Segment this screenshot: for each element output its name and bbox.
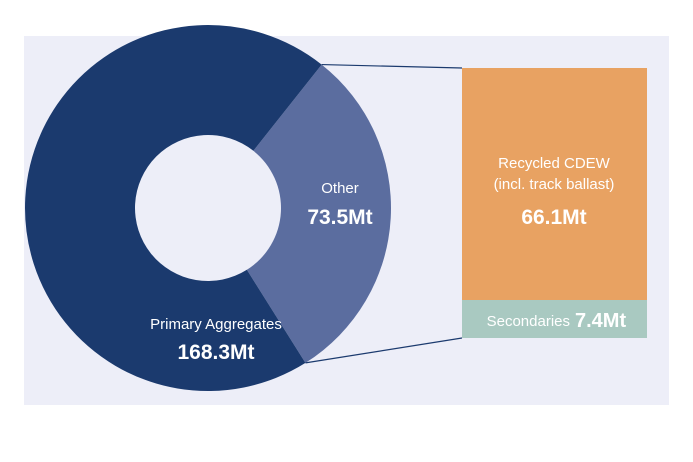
segment-label-secondaries: Secondaries (487, 313, 570, 330)
breakdown-connectors (305, 63, 463, 364)
segment-value-secondaries: 7.4Mt (575, 310, 626, 332)
slice-value-other: 73.5Mt (307, 206, 372, 229)
connector-bottom (305, 337, 463, 364)
donut-slice-primary-aggregates (24, 24, 322, 391)
slice-value-primary-aggregates: 168.3Mt (177, 341, 254, 364)
donut-chart (24, 24, 391, 391)
bar-segment-secondaries (462, 300, 647, 338)
breakdown-bar (462, 68, 647, 338)
segment-label-recycled-cdew: Recycled CDEW (498, 155, 611, 172)
bar-segment-recycled-cdew (462, 68, 647, 300)
slice-label-primary-aggregates: Primary Aggregates (150, 316, 282, 333)
slice-label-other: Other (321, 180, 359, 197)
connector-top (321, 63, 463, 69)
segment-sublabel-recycled-cdew: (incl. track ballast) (494, 176, 615, 193)
segment-value-recycled-cdew: 66.1Mt (521, 206, 586, 229)
donut-slice-other (246, 64, 391, 363)
